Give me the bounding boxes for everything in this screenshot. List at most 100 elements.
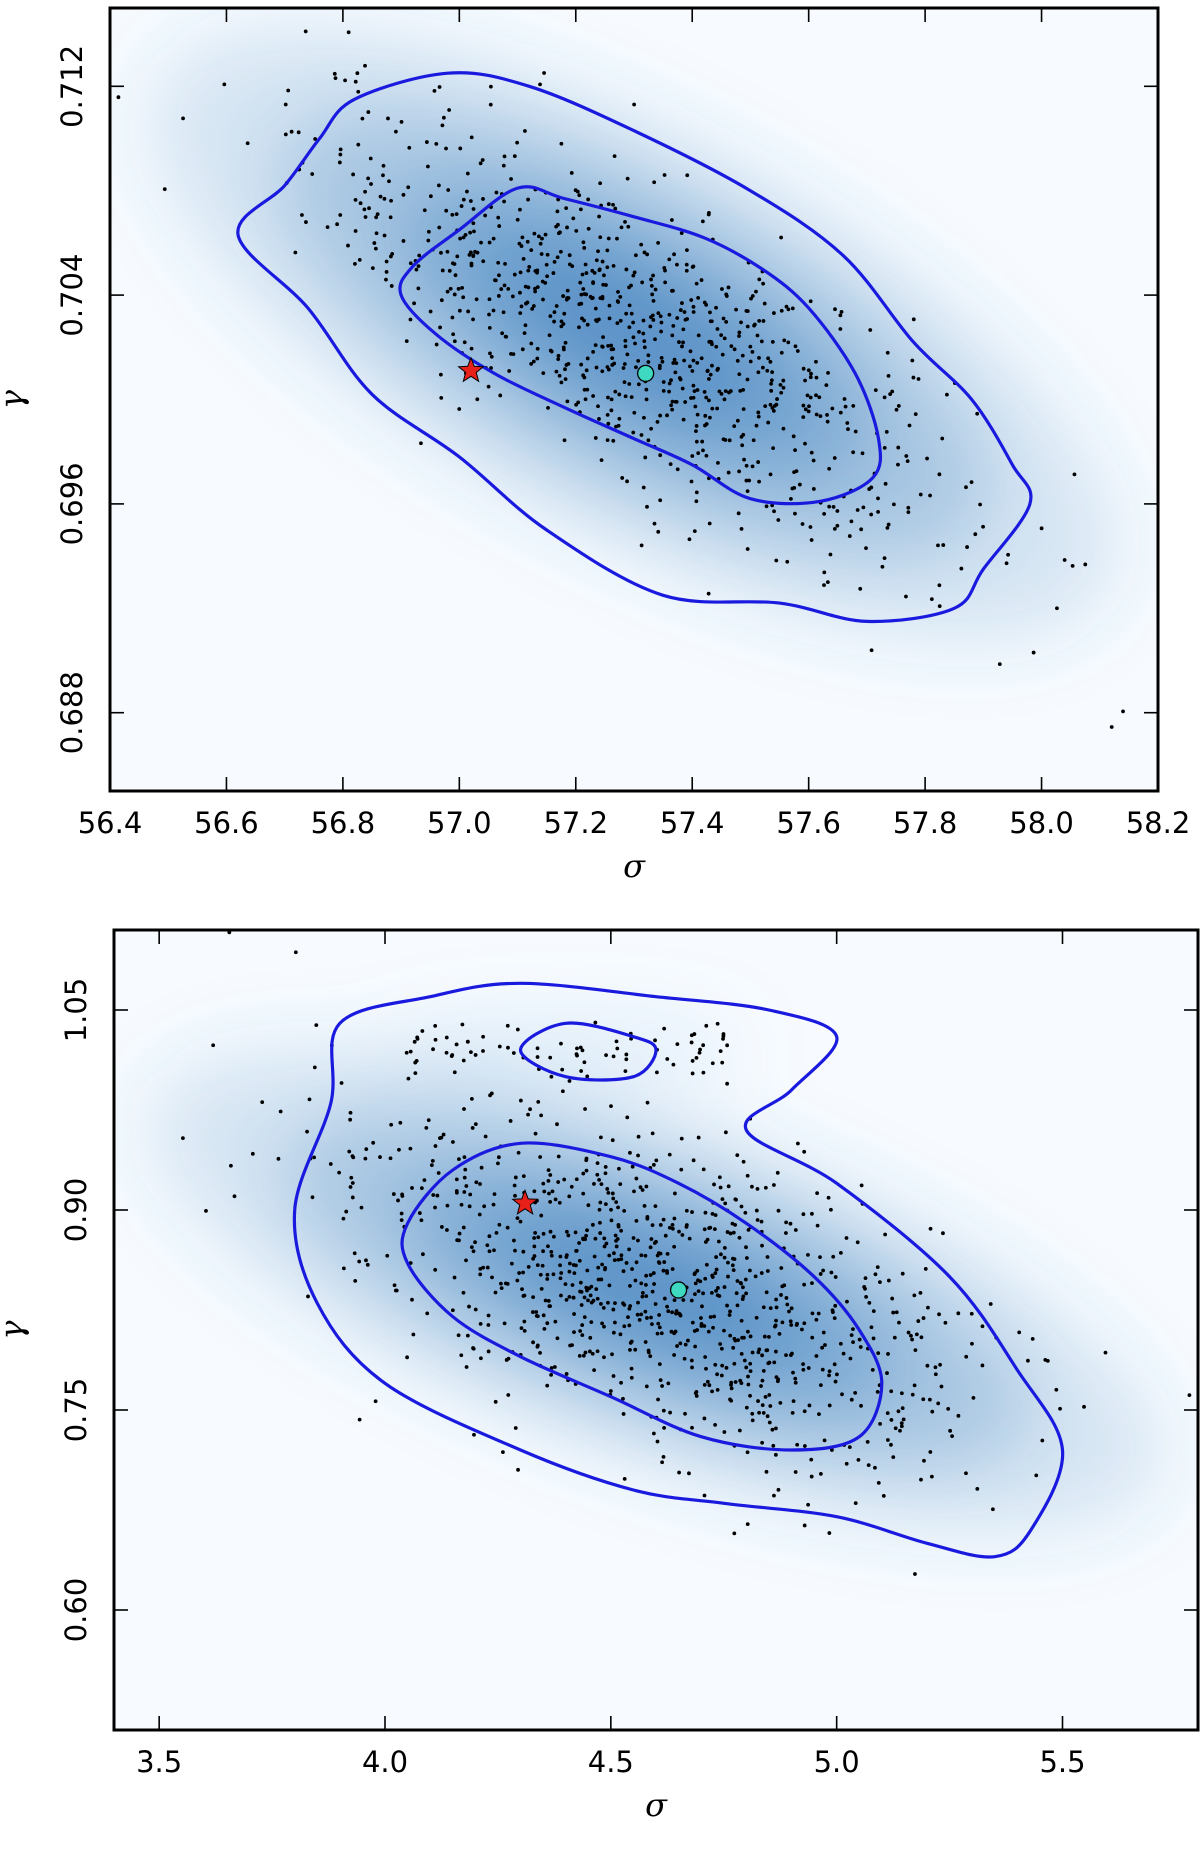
- scatter-point: [401, 192, 406, 197]
- scatter-point: [667, 389, 671, 394]
- scatter-point: [723, 389, 728, 394]
- scatter-point: [160, 0, 164, 2]
- scatter-point: [293, 250, 298, 255]
- scatter-point: [526, 1112, 530, 1117]
- scatter-point: [357, 1417, 362, 1422]
- scatter-point: [481, 1265, 486, 1270]
- scatter-point: [822, 1438, 827, 1443]
- scatter-point: [412, 301, 416, 306]
- scatter-point: [686, 1338, 690, 1343]
- scatter-point: [707, 415, 712, 420]
- scatter-point: [332, 71, 337, 76]
- scatter-point: [471, 1249, 476, 1254]
- scatter-point: [896, 445, 901, 450]
- scatter-point: [731, 1345, 736, 1350]
- scatter-point: [800, 522, 805, 526]
- scatter-point: [886, 1352, 890, 1356]
- scatter-point: [761, 1305, 766, 1310]
- scatter-point: [873, 1465, 877, 1470]
- scatter-point: [900, 1271, 905, 1276]
- scatter-point: [580, 316, 584, 321]
- scatter-point: [339, 1081, 344, 1085]
- scatter-point: [419, 1186, 424, 1191]
- scatter-point: [779, 390, 784, 395]
- scatter-point: [739, 1381, 744, 1386]
- scatter-point: [532, 1236, 537, 1240]
- scatter-point: [760, 1353, 765, 1358]
- scatter-point: [461, 1225, 466, 1230]
- scatter-point: [539, 1287, 544, 1291]
- plot-area: [116, 0, 1125, 729]
- scatter-point: [582, 1060, 587, 1065]
- scatter-point: [1026, 1358, 1030, 1363]
- scatter-point: [827, 504, 832, 509]
- scatter-point: [641, 331, 646, 336]
- scatter-point: [849, 1333, 854, 1338]
- scatter-point: [548, 1173, 553, 1177]
- scatter-point: [784, 1231, 788, 1235]
- scatter-point: [453, 273, 458, 278]
- scatter-point: [583, 262, 588, 267]
- y-tick-label: 0.704: [55, 254, 89, 337]
- scatter-point: [687, 537, 692, 542]
- scatter-point: [669, 378, 673, 383]
- scatter-point: [459, 204, 464, 208]
- scatter-point: [457, 1238, 461, 1243]
- scatter-point: [768, 1404, 773, 1408]
- scatter-point: [776, 1487, 781, 1492]
- scatter-point: [927, 1397, 932, 1402]
- scatter-point: [761, 1411, 766, 1415]
- scatter-point: [835, 509, 840, 513]
- scatter-point: [719, 1373, 724, 1378]
- scatter-point: [551, 1234, 556, 1239]
- scatter-point: [335, 222, 340, 227]
- scatter-point: [694, 429, 698, 434]
- scatter-point: [665, 1057, 670, 1061]
- scatter-point: [572, 1330, 576, 1335]
- scatter-point: [607, 316, 612, 321]
- scatter-point: [596, 1277, 601, 1282]
- scatter-point: [619, 1228, 624, 1233]
- scatter-point: [437, 85, 442, 89]
- scatter-point: [795, 349, 800, 353]
- scatter-point: [791, 434, 796, 439]
- scatter-point: [312, 1065, 317, 1070]
- scatter-point: [378, 1155, 382, 1159]
- scatter-point: [716, 366, 720, 371]
- scatter-point: [716, 460, 720, 465]
- scatter-point: [384, 277, 388, 282]
- scatter-point: [770, 1427, 775, 1432]
- scatter-point: [417, 253, 422, 258]
- scatter-point: [546, 406, 550, 410]
- scatter-point: [802, 1282, 807, 1287]
- scatter-point: [671, 323, 676, 328]
- scatter-point: [833, 1379, 838, 1384]
- scatter-point: [629, 1366, 634, 1371]
- scatter-point: [525, 239, 530, 244]
- scatter-point: [702, 1493, 707, 1498]
- scatter-point: [434, 342, 439, 347]
- scatter-point: [832, 1316, 837, 1320]
- scatter-point: [717, 389, 722, 394]
- scatter-point: [793, 511, 797, 516]
- scatter-point: [911, 317, 916, 322]
- scatter-point: [709, 1290, 714, 1295]
- scatter-point: [791, 1370, 795, 1375]
- scatter-point: [401, 239, 406, 243]
- scatter-point: [896, 462, 900, 467]
- scatter-point: [439, 1225, 444, 1229]
- scatter-point: [548, 1199, 553, 1204]
- scatter-point: [838, 1250, 843, 1255]
- scatter-point: [204, 1208, 208, 1213]
- scatter-point: [636, 382, 641, 387]
- scatter-point: [882, 556, 887, 561]
- scatter-point: [728, 1309, 732, 1314]
- scatter-point: [397, 1147, 401, 1152]
- scatter-point: [501, 1450, 505, 1455]
- scatter-point: [428, 194, 433, 199]
- scatter-point: [464, 1365, 469, 1369]
- scatter-point: [692, 1329, 697, 1333]
- scatter-point: [562, 438, 567, 443]
- scatter-point: [416, 286, 421, 291]
- scatter-point: [919, 1477, 923, 1482]
